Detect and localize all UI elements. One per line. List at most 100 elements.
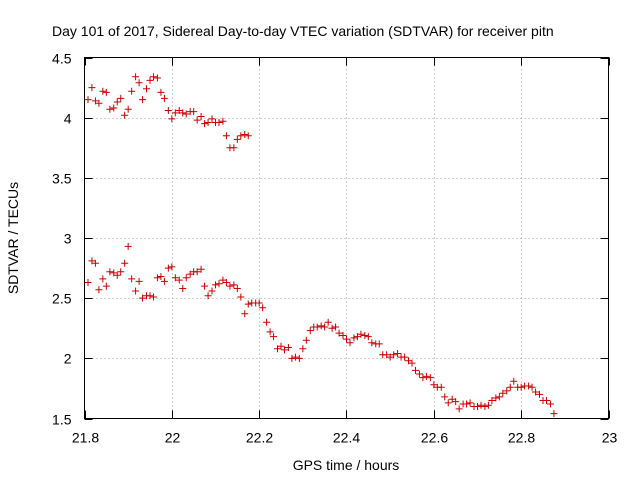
data-point-upper xyxy=(204,118,212,126)
data-point-lower xyxy=(124,242,132,250)
data-point-lower xyxy=(364,333,372,341)
data-point-upper xyxy=(230,144,238,152)
y-axis-label: SDTVAR / TECUs xyxy=(5,182,21,294)
data-point-lower xyxy=(517,383,525,391)
data-point-lower xyxy=(284,344,292,352)
data-point-upper xyxy=(233,135,241,143)
data-point-lower xyxy=(452,398,460,406)
axis-ticks: 1.5 2 2.5 3 3.5 4 4.5 21.8 22 22.2 22.4 22.6 22.8 23 xyxy=(52,51,617,446)
grid-lines xyxy=(84,57,609,419)
data-point-lower xyxy=(102,282,110,290)
data-point-lower xyxy=(394,350,402,358)
data-point-lower xyxy=(346,339,354,347)
data-point-upper xyxy=(222,132,230,140)
data-point-lower xyxy=(499,389,507,397)
data-point-lower xyxy=(208,287,216,295)
data-point-lower xyxy=(408,359,416,367)
x-tick-label: 22.8 xyxy=(508,430,535,446)
data-point-lower xyxy=(263,318,271,326)
data-point-lower xyxy=(532,388,540,396)
data-point-lower xyxy=(171,274,179,282)
data-point-lower xyxy=(201,282,209,290)
data-point-lower xyxy=(168,263,176,271)
data-point-lower xyxy=(455,405,463,413)
data-point-lower xyxy=(233,285,241,293)
data-point-lower xyxy=(324,318,332,326)
data-point-lower xyxy=(542,396,550,404)
data-point-upper xyxy=(113,98,121,106)
data-point-lower xyxy=(550,410,558,418)
data-point-lower xyxy=(536,390,544,398)
data-point-lower xyxy=(230,281,238,289)
data-point-lower xyxy=(128,275,136,283)
data-point-lower xyxy=(474,402,481,410)
data-point-upper xyxy=(95,99,103,107)
data-point-lower xyxy=(259,304,267,312)
data-point-upper xyxy=(121,111,129,119)
data-point-upper xyxy=(241,131,249,139)
data-point-lower xyxy=(302,336,310,344)
data-point-upper xyxy=(168,115,176,123)
data-point-lower xyxy=(121,259,129,267)
data-point-lower xyxy=(419,374,427,382)
data-point-lower xyxy=(106,268,114,276)
data-point-lower xyxy=(492,394,500,402)
data-point-upper xyxy=(164,106,172,114)
data-point-lower xyxy=(288,354,296,362)
data-point-lower xyxy=(153,274,161,282)
data-point-lower xyxy=(528,383,536,391)
data-point-lower xyxy=(84,279,92,287)
data-point-upper xyxy=(197,112,205,120)
data-point-lower xyxy=(317,322,325,330)
data-point-lower xyxy=(332,323,340,331)
data-point-lower xyxy=(212,281,219,289)
data-point-lower xyxy=(255,299,263,307)
data-point-lower xyxy=(463,400,471,408)
x-tick-label: 21.8 xyxy=(72,430,99,446)
data-point-upper xyxy=(201,120,209,128)
data-point-upper xyxy=(179,109,187,117)
data-point-lower xyxy=(193,268,201,276)
y-tick-label: 2.5 xyxy=(52,291,72,307)
data-point-lower xyxy=(350,334,358,342)
data-point-lower xyxy=(197,265,205,273)
data-point-lower xyxy=(357,330,365,338)
y-tick-label: 3.5 xyxy=(52,171,72,187)
data-point-lower xyxy=(215,280,223,288)
data-point-lower xyxy=(226,282,234,290)
data-points xyxy=(84,73,558,418)
data-point-lower xyxy=(117,268,125,276)
data-point-lower xyxy=(437,383,445,391)
data-point-lower xyxy=(157,273,165,281)
data-point-upper xyxy=(219,117,227,125)
data-point-lower xyxy=(270,333,278,341)
data-point-upper xyxy=(190,108,198,116)
data-point-upper xyxy=(132,73,140,81)
data-point-upper xyxy=(208,115,216,123)
data-point-lower xyxy=(313,323,321,331)
data-point-upper xyxy=(117,94,125,102)
data-point-lower xyxy=(321,323,329,331)
data-point-upper xyxy=(84,96,92,104)
data-point-lower xyxy=(132,287,140,295)
data-point-lower xyxy=(466,399,474,407)
data-point-upper xyxy=(135,79,143,87)
data-point-lower xyxy=(164,264,172,272)
data-point-lower xyxy=(426,374,434,382)
data-point-lower xyxy=(368,339,376,347)
data-point-lower xyxy=(361,331,369,339)
data-point-lower xyxy=(113,271,121,279)
data-point-lower xyxy=(401,353,409,361)
data-point-lower xyxy=(506,383,514,391)
data-point-lower xyxy=(139,294,147,302)
data-point-lower xyxy=(204,292,212,300)
data-point-upper xyxy=(237,132,245,140)
data-point-upper xyxy=(160,94,168,102)
y-tick-label: 4.5 xyxy=(52,51,72,67)
x-tick-label: 22.6 xyxy=(421,430,448,446)
chart-title: Day 101 of 2017, Sidereal Day-to-day VTE… xyxy=(52,23,554,39)
data-point-lower xyxy=(415,370,423,378)
data-point-lower xyxy=(179,285,187,293)
data-point-lower xyxy=(299,345,307,353)
